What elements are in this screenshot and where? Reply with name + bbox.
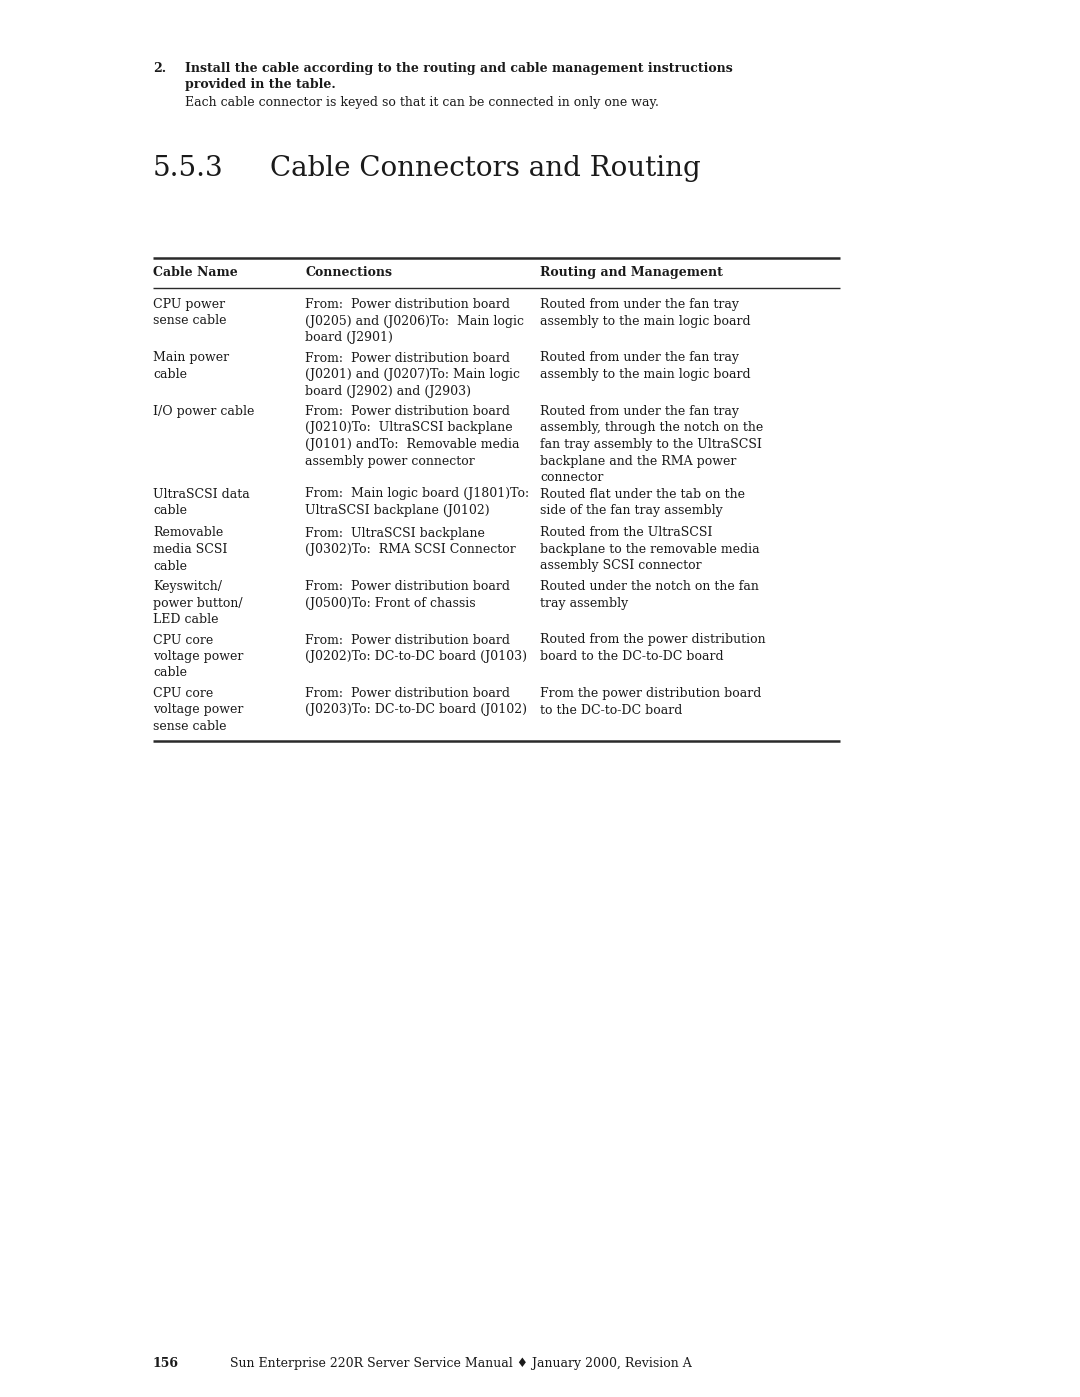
- Text: From:  UltraSCSI backplane
(J0302)To:  RMA SCSI Connector: From: UltraSCSI backplane (J0302)To: RMA…: [305, 527, 516, 556]
- Text: Routed from under the fan tray
assembly to the main logic board: Routed from under the fan tray assembly …: [540, 298, 751, 327]
- Text: Keyswitch/
power button/
LED cable: Keyswitch/ power button/ LED cable: [153, 580, 243, 626]
- Text: Each cable connector is keyed so that it can be connected in only one way.: Each cable connector is keyed so that it…: [185, 96, 659, 109]
- Text: From:  Power distribution board
(J0210)To:  UltraSCSI backplane
(J0101) andTo:  : From: Power distribution board (J0210)To…: [305, 405, 519, 468]
- Text: Connections: Connections: [305, 265, 392, 279]
- Text: Routed under the notch on the fan
tray assembly: Routed under the notch on the fan tray a…: [540, 580, 759, 609]
- Text: Sun Enterprise 220R Server Service Manual ♦ January 2000, Revision A: Sun Enterprise 220R Server Service Manua…: [230, 1356, 692, 1370]
- Text: Routed from under the fan tray
assembly, through the notch on the
fan tray assem: Routed from under the fan tray assembly,…: [540, 405, 764, 483]
- Text: Routed flat under the tab on the
side of the fan tray assembly: Routed flat under the tab on the side of…: [540, 488, 745, 517]
- Text: Cable Name: Cable Name: [153, 265, 238, 279]
- Text: Cable Connectors and Routing: Cable Connectors and Routing: [270, 155, 701, 182]
- Text: From:  Power distribution board
(J0201) and (J0207)To: Main logic
board (J2902) : From: Power distribution board (J0201) a…: [305, 352, 519, 398]
- Text: UltraSCSI data
cable: UltraSCSI data cable: [153, 488, 249, 517]
- Text: 5.5.3: 5.5.3: [153, 155, 224, 182]
- Text: I/O power cable: I/O power cable: [153, 405, 255, 418]
- Text: Routed from under the fan tray
assembly to the main logic board: Routed from under the fan tray assembly …: [540, 352, 751, 381]
- Text: 156: 156: [153, 1356, 179, 1370]
- Text: Routing and Management: Routing and Management: [540, 265, 723, 279]
- Text: Routed from the UltraSCSI
backplane to the removable media
assembly SCSI connect: Routed from the UltraSCSI backplane to t…: [540, 527, 759, 573]
- Text: Routed from the power distribution
board to the DC-to-DC board: Routed from the power distribution board…: [540, 633, 766, 664]
- Text: 2.: 2.: [153, 61, 166, 75]
- Text: CPU core
voltage power
sense cable: CPU core voltage power sense cable: [153, 687, 243, 733]
- Text: provided in the table.: provided in the table.: [185, 78, 336, 91]
- Text: From the power distribution board
to the DC-to-DC board: From the power distribution board to the…: [540, 687, 761, 717]
- Text: CPU core
voltage power
cable: CPU core voltage power cable: [153, 633, 243, 679]
- Text: From:  Main logic board (J1801)To:
UltraSCSI backplane (J0102): From: Main logic board (J1801)To: UltraS…: [305, 488, 529, 517]
- Text: From:  Power distribution board
(J0500)To: Front of chassis: From: Power distribution board (J0500)To…: [305, 580, 510, 609]
- Text: From:  Power distribution board
(J0205) and (J0206)To:  Main logic
board (J2901): From: Power distribution board (J0205) a…: [305, 298, 524, 344]
- Text: From:  Power distribution board
(J0202)To: DC-to-DC board (J0103): From: Power distribution board (J0202)To…: [305, 633, 527, 664]
- Text: Install the cable according to the routing and cable management instructions: Install the cable according to the routi…: [185, 61, 732, 75]
- Text: From:  Power distribution board
(J0203)To: DC-to-DC board (J0102): From: Power distribution board (J0203)To…: [305, 687, 527, 717]
- Text: Removable
media SCSI
cable: Removable media SCSI cable: [153, 527, 228, 573]
- Text: CPU power
sense cable: CPU power sense cable: [153, 298, 227, 327]
- Text: Main power
cable: Main power cable: [153, 352, 229, 381]
